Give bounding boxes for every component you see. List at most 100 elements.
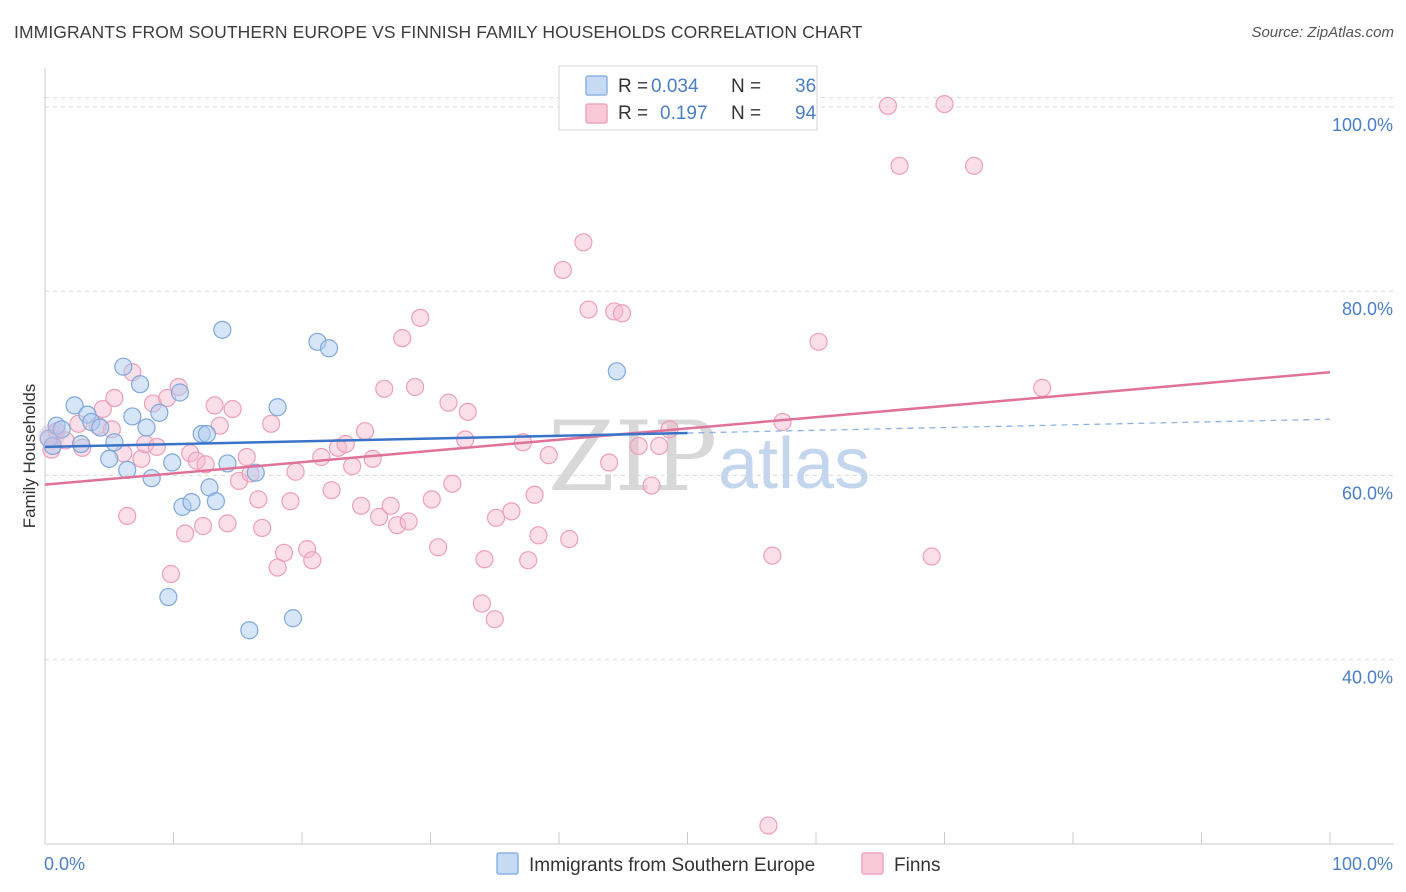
finns-point-22	[193, 517, 213, 536]
immigrants-point-10	[105, 433, 124, 452]
immigrants-trend-extension	[687, 418, 1331, 434]
immigrants-point-14	[130, 375, 150, 394]
finns-point-38	[298, 540, 317, 559]
finns-point-55	[411, 308, 430, 327]
immigrants-point-22	[182, 493, 201, 512]
immigrants-point-17	[150, 403, 169, 422]
immigrants-point-3	[52, 420, 71, 439]
immigrants-point-18	[159, 587, 178, 607]
immigrants-point-13	[123, 407, 142, 426]
top-legend: R = 0.034 N = 36 R = 0.197 N = 94	[558, 65, 818, 131]
immigrants-point-31	[268, 398, 287, 417]
finns-point-74	[574, 233, 593, 252]
finns-point-25	[210, 416, 229, 435]
finns-point-8	[105, 388, 124, 408]
immigrants-point-30	[246, 463, 265, 482]
finns-point-75	[579, 300, 598, 319]
finns-points	[42, 94, 1052, 835]
immigrants-point-4	[65, 396, 84, 415]
chart-source: Source: ZipAtlas.com	[1251, 24, 1394, 41]
finns-point-69	[525, 485, 544, 504]
immigrants-point-34	[319, 339, 339, 358]
immigrants-point-19	[163, 453, 182, 472]
immigrants-point-11	[114, 357, 133, 376]
watermark: ZIP atlas	[548, 401, 870, 513]
immigrants-point-15	[137, 418, 156, 437]
finns-point-12	[132, 449, 151, 468]
finns-point-79	[629, 436, 648, 456]
finns-point-36	[281, 492, 300, 511]
finns-point-51	[387, 516, 407, 535]
immigrants-point-24	[197, 424, 217, 444]
finns-point-89	[890, 156, 909, 175]
immigrants-point-26	[206, 492, 226, 511]
finns-point-88	[878, 96, 898, 116]
immigrants-trend-line	[44, 431, 688, 449]
x-tick-label-0: 0.0%	[44, 854, 85, 874]
finns-point-27	[223, 399, 242, 419]
finns-point-63	[475, 550, 494, 569]
finns-point-49	[375, 379, 394, 398]
finns-point-26	[218, 514, 237, 533]
finns-point-65	[486, 508, 506, 527]
finns-point-61	[458, 402, 477, 421]
finns-point-37	[286, 462, 305, 481]
finns-point-48	[370, 507, 389, 526]
finns-point-57	[429, 538, 448, 557]
immigrants-points	[38, 320, 626, 640]
y-tick-label-0: 40.0%	[1342, 668, 1393, 688]
finns-point-87	[809, 332, 828, 351]
finns-point-23	[196, 455, 215, 474]
finns-point-43	[336, 435, 355, 454]
finns-point-53	[399, 512, 418, 531]
finns-point-84	[763, 546, 782, 565]
finns-point-15	[147, 437, 166, 456]
finns-point-81	[650, 436, 669, 456]
legend-pink-r-value: 0.197	[660, 103, 708, 124]
x-tick-labels: 0.0% 100.0%	[44, 854, 1393, 874]
legend-pink-r-label: R =	[618, 103, 648, 124]
finns-point-76	[600, 453, 619, 472]
finns-point-93	[1033, 378, 1052, 397]
finns-point-56	[422, 490, 441, 509]
legend-blue-swatch	[585, 75, 608, 96]
legend-pink-n-label: N =	[731, 103, 761, 124]
legend-blue-r-value: 0.034	[651, 76, 699, 97]
immigrants-point-27	[213, 320, 232, 339]
finns-point-59	[443, 474, 462, 493]
finns-point-47	[363, 449, 382, 468]
watermark-zip: ZIP	[548, 401, 717, 513]
finns-trend-line	[44, 370, 1331, 486]
finns-point-85	[773, 412, 792, 432]
finns-point-31	[249, 490, 268, 509]
legend-pink-n-value: 94	[795, 103, 817, 124]
y-tick-label-3: 100.0%	[1332, 115, 1393, 135]
finns-point-54	[405, 377, 425, 397]
finns-point-32	[253, 518, 272, 538]
finns-point-83	[759, 816, 778, 835]
legend-blue-n-label: N =	[731, 76, 761, 97]
y-axis-label: Family Households	[20, 384, 39, 529]
finns-point-41	[322, 481, 341, 500]
finns-point-10	[118, 506, 137, 526]
finns-point-80	[642, 476, 661, 495]
immigrants-point-9	[100, 449, 119, 468]
bottom-legend-blue-label: Immigrants from Southern Europe	[529, 855, 815, 876]
trend-lines	[44, 370, 1331, 486]
finns-point-50	[381, 496, 400, 515]
bottom-legend: Immigrants from Southern Europe Finns	[496, 852, 940, 876]
finns-point-44	[343, 457, 362, 476]
chart-title: IMMIGRANTS FROM SOUTHERN EUROPE VS FINNI…	[14, 22, 863, 42]
finns-point-21	[187, 451, 206, 470]
finns-point-35	[274, 543, 294, 562]
finns-point-24	[205, 396, 224, 415]
legend-pink-swatch	[585, 103, 608, 124]
finns-point-71	[539, 446, 558, 465]
immigrants-point-16	[142, 469, 161, 488]
finns-point-60	[456, 430, 475, 449]
finns-point-19	[175, 524, 195, 543]
finns-point-70	[529, 526, 548, 545]
y-tick-label-2: 80.0%	[1342, 299, 1393, 319]
finns-point-90	[922, 547, 941, 566]
